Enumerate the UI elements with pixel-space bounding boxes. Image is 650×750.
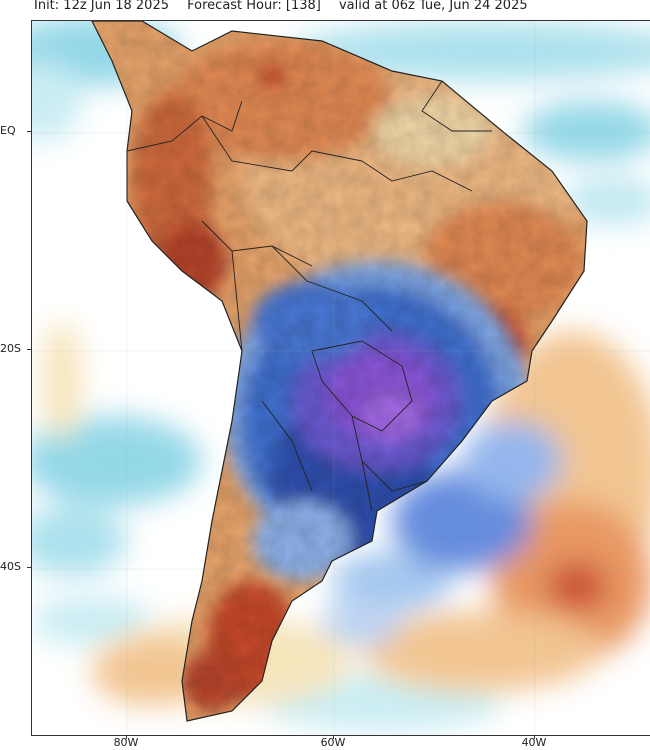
lon-tick-60w — [333, 735, 334, 739]
forecast-hour-label: Forecast Hour: [138] — [187, 0, 321, 13]
lon-label-80w: 80W — [113, 736, 139, 749]
init-time-label: Init: 12z Jun 18 2025 — [34, 0, 169, 13]
anomaly-map-canvas — [32, 21, 650, 735]
lat-label-eq: EQ — [0, 124, 16, 137]
country-borders — [126, 80, 492, 512]
coastline — [91, 21, 588, 722]
anomaly-map — [31, 20, 650, 736]
lat-tick-40s — [27, 567, 31, 568]
lat-label-20s: 20S — [0, 342, 21, 355]
ocean-warm-shading — [42, 321, 650, 706]
valid-time-label: valid at 06z Tue, Jun 24 2025 — [338, 0, 528, 13]
lon-tick-80w — [126, 735, 127, 739]
lon-label-40w: 40W — [521, 736, 547, 749]
ocean-cool-shading — [32, 21, 650, 731]
lon-tick-40w — [534, 735, 535, 739]
lat-tick-20s — [27, 349, 31, 350]
lat-tick-eq — [27, 131, 31, 132]
lon-label-60w: 60W — [320, 736, 346, 749]
graticule — [32, 21, 650, 735]
map-header: Init: 12z Jun 18 2025 Forecast Hour: [13… — [34, 0, 650, 20]
lat-label-40s: 40S — [0, 560, 21, 573]
